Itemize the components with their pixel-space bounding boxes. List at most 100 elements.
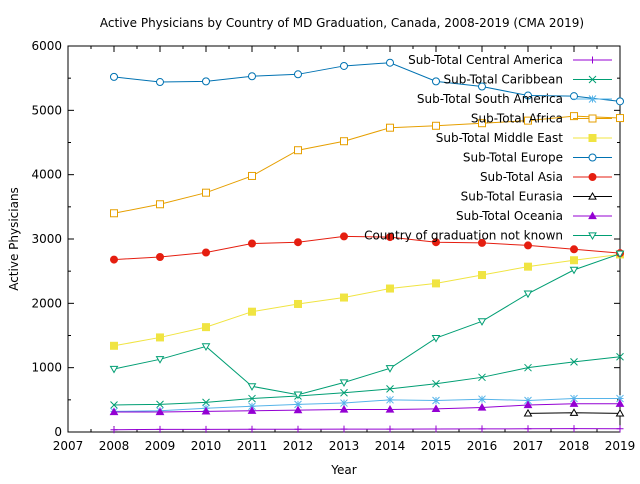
- data-point: [478, 119, 486, 128]
- y-tick-label: 1000: [31, 361, 62, 375]
- x-tick-label: 2007: [53, 439, 84, 453]
- legend-entry: Sub-Total Eurasia: [461, 190, 612, 204]
- data-point: [202, 77, 210, 86]
- series-7: [523, 408, 625, 417]
- legend-label: Sub-Total Middle East: [436, 131, 564, 145]
- data-point: [432, 425, 440, 433]
- data-point: [201, 343, 211, 351]
- data-point: [109, 407, 119, 416]
- legend-marker: [588, 134, 597, 142]
- data-point: [248, 171, 256, 180]
- y-tick-label: 0: [54, 425, 62, 439]
- y-tick-label: 2000: [31, 296, 62, 310]
- data-point: [524, 241, 532, 250]
- data-point: [110, 209, 118, 218]
- data-point: [340, 232, 348, 241]
- data-point: [156, 400, 164, 409]
- legend-label: Sub-Total Central America: [408, 53, 563, 67]
- legend-marker: [588, 75, 597, 84]
- legend-marker: [588, 153, 597, 162]
- x-tick-label: 2013: [329, 439, 360, 453]
- data-point: [432, 77, 440, 86]
- legend-entry: Sub-Total Asia: [480, 170, 612, 184]
- data-point: [294, 400, 302, 409]
- data-point: [386, 385, 394, 393]
- data-point: [615, 250, 625, 259]
- data-point: [386, 425, 394, 433]
- data-point: [523, 290, 533, 299]
- data-point: [569, 266, 579, 275]
- legend-label: Sub-Total Asia: [480, 170, 563, 184]
- series-line: [113, 398, 620, 412]
- data-point: [155, 407, 165, 416]
- data-point: [615, 408, 625, 417]
- data-point: [294, 238, 302, 247]
- x-tick-label: 2014: [375, 439, 406, 453]
- data-point: [110, 72, 118, 81]
- data-point: [524, 262, 532, 271]
- legend-entry: Sub-Total Europe: [463, 151, 612, 165]
- data-point: [155, 356, 165, 364]
- data-point: [385, 365, 395, 373]
- data-point: [248, 307, 256, 316]
- data-point: [570, 358, 578, 366]
- data-point: [293, 405, 303, 414]
- data-point: [340, 61, 348, 70]
- x-tick-label: 2017: [513, 439, 544, 453]
- legend-label: Sub-Total South America: [417, 92, 563, 106]
- data-point: [524, 91, 532, 100]
- legend-label: Sub-Total Eurasia: [461, 190, 563, 204]
- data-point: [156, 425, 164, 433]
- series-line: [113, 253, 621, 396]
- legend-label: Sub-Total Caribbean: [444, 73, 563, 87]
- data-point: [616, 352, 624, 361]
- legend-marker: [588, 173, 597, 181]
- data-point: [340, 137, 348, 146]
- legend-entry: Country of graduation not known: [364, 229, 612, 243]
- data-point: [202, 398, 210, 407]
- data-point: [339, 404, 349, 413]
- data-point: [478, 395, 486, 404]
- data-point: [616, 394, 624, 403]
- series-line: [114, 403, 620, 413]
- y-tick-label: 4000: [31, 168, 62, 182]
- data-point: [340, 399, 348, 407]
- data-point: [432, 279, 440, 288]
- data-point: [109, 365, 119, 374]
- data-point: [616, 114, 624, 123]
- data-point: [524, 363, 532, 372]
- legend-label: Sub-Total Europe: [463, 151, 563, 165]
- data-point: [431, 334, 441, 343]
- data-point: [477, 403, 487, 411]
- data-point: [385, 404, 395, 413]
- series-line: [113, 428, 621, 431]
- series-1: [110, 352, 624, 409]
- series-6: [110, 232, 624, 264]
- legend-entry: Sub-Total Africa: [471, 112, 612, 126]
- series-8: [109, 399, 625, 416]
- legend-entry: Sub-Total Caribbean: [444, 73, 612, 87]
- series-line: [113, 115, 621, 214]
- legend-entry: Sub-Total Middle East: [436, 131, 612, 145]
- data-point: [202, 188, 210, 197]
- legend-marker: [589, 56, 596, 64]
- legend-marker: [588, 114, 597, 123]
- data-point: [431, 404, 441, 412]
- series-3: [110, 112, 624, 218]
- data-point: [110, 401, 118, 409]
- data-point: [570, 92, 578, 101]
- data-point: [432, 121, 440, 130]
- y-tick-label: 6000: [31, 39, 62, 53]
- x-tick-label: 2008: [99, 439, 130, 453]
- legend-label: Sub-Total Africa: [471, 112, 563, 126]
- x-tick-label: 2011: [237, 439, 268, 453]
- data-point: [478, 373, 486, 382]
- data-point: [247, 383, 257, 391]
- data-point: [294, 70, 302, 79]
- data-point: [616, 97, 624, 106]
- data-point: [524, 116, 532, 125]
- data-point: [293, 391, 303, 400]
- series-line: [113, 235, 621, 261]
- data-point: [110, 341, 118, 350]
